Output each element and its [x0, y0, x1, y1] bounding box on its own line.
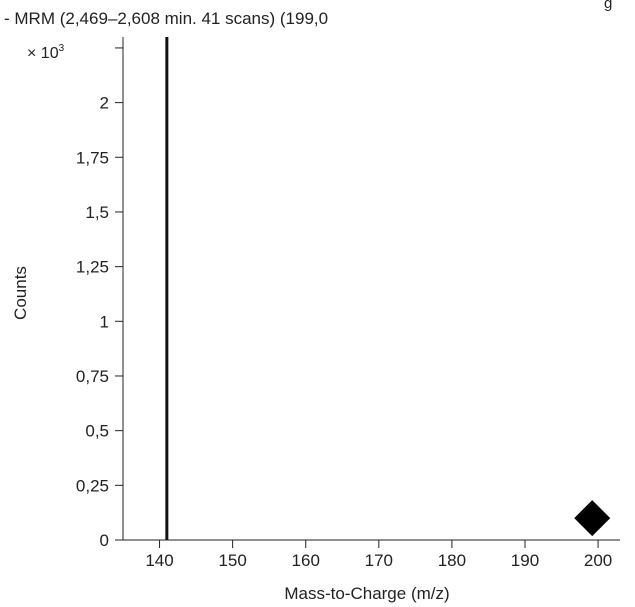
y-tick-label: 1,75 — [76, 148, 109, 167]
x-tick-label: 140 — [145, 551, 173, 570]
y-tick-label: 1,25 — [76, 258, 109, 277]
y-tick-label: 1 — [100, 312, 109, 331]
y-tick-label: 2 — [100, 94, 109, 113]
corner-note: g — [604, 0, 612, 12]
y-tick-label: 0 — [100, 531, 109, 550]
y-ticks: 0 0,25 0,5 0,75 1 1,25 1,5 1,75 2 — [76, 47, 123, 550]
x-tick-label: 180 — [438, 551, 466, 570]
y-multiplier-exp: 3 — [59, 43, 65, 54]
x-tick-label: 190 — [511, 551, 539, 570]
x-tick-label: 200 — [584, 551, 612, 570]
chart-title: - MRM (2,469–2,608 min. 41 scans) (199,0 — [4, 9, 328, 28]
x-ticks: 140 150 160 170 180 190 200 — [145, 540, 612, 570]
y-multiplier-prefix: × 10 — [27, 45, 59, 62]
y-multiplier: × 103 — [27, 43, 65, 62]
x-tick-label: 150 — [218, 551, 246, 570]
y-tick-label: 1,5 — [85, 203, 109, 222]
y-tick-label: 0,75 — [76, 367, 109, 386]
x-axis-label: Mass-to-Charge (m/z) — [284, 584, 449, 603]
x-tick-label: 170 — [365, 551, 393, 570]
y-axis-label: Counts — [11, 266, 30, 320]
y-tick-label: 0,5 — [85, 422, 109, 441]
y-tick-label: 0,25 — [76, 476, 109, 495]
x-tick-label: 160 — [292, 551, 320, 570]
precursor-diamond-marker — [574, 500, 611, 537]
data-marks — [165, 37, 611, 540]
